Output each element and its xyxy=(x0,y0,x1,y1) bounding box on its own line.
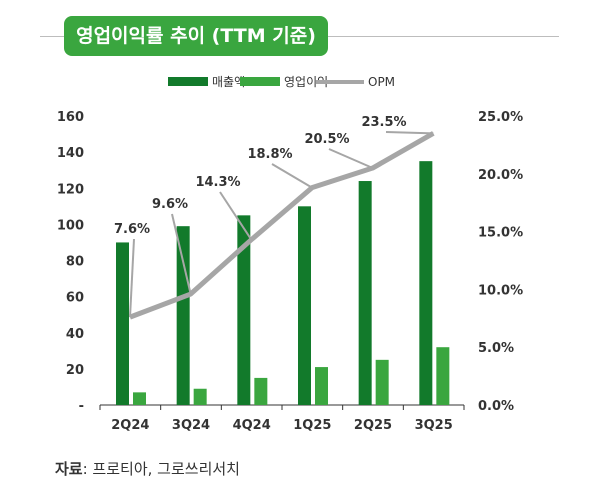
opm-data-label: 18.8% xyxy=(247,147,292,162)
y-left-tick-label: 20 xyxy=(66,363,84,378)
opm-data-label: 23.5% xyxy=(361,115,406,130)
legend-label: 영업이익 xyxy=(284,75,328,89)
opm-data-label: 9.6% xyxy=(152,197,188,212)
y-right-tick-label: 15.0% xyxy=(478,226,523,241)
opm-leader-line xyxy=(271,163,313,189)
y-left-tick-label: 160 xyxy=(57,110,84,125)
legend-swatch-revenue xyxy=(168,77,208,86)
y-right-tick-label: 25.0% xyxy=(478,110,523,125)
x-tick-label: 1Q25 xyxy=(293,418,331,433)
bar-op-income xyxy=(254,377,268,405)
y-left-tick-label: 40 xyxy=(66,327,84,342)
bar-revenue xyxy=(237,215,251,405)
legend: 매출액 영업이익 OPM xyxy=(168,75,395,89)
bar-revenue xyxy=(298,206,311,405)
opm-leader-line xyxy=(385,131,434,135)
bar-op-income xyxy=(436,347,450,405)
source-text: : 프로티아, 그로쓰리서치 xyxy=(82,460,240,478)
y-right-tick-label: 0.0% xyxy=(478,399,514,414)
opm-data-label: 7.6% xyxy=(114,222,150,237)
bar-op-income xyxy=(193,388,207,405)
y-left-tick-label: 120 xyxy=(57,182,84,197)
opm-data-label: 20.5% xyxy=(304,132,349,147)
bar-revenue xyxy=(419,161,433,405)
bars xyxy=(116,161,450,405)
x-tick-label: 3Q24 xyxy=(172,418,210,433)
y-left-tick-label: 100 xyxy=(57,218,84,233)
bar-revenue xyxy=(176,226,190,405)
opm-leader-line xyxy=(129,238,135,318)
source-note: 자료: 프로티아, 그로쓰리서치 xyxy=(55,458,240,479)
bar-op-income xyxy=(315,367,328,405)
bar-op-income xyxy=(133,392,146,405)
y-left-tick-label: 140 xyxy=(57,146,84,161)
x-tick-label: 3Q25 xyxy=(415,418,453,433)
chart-title: 영업이익률 추이 (TTM 기준) xyxy=(64,16,328,56)
bar-revenue xyxy=(358,181,372,405)
bar-op-income xyxy=(375,359,389,405)
opm-line xyxy=(129,131,435,320)
y-left-tick-label: 80 xyxy=(66,255,84,270)
opm-leader-line xyxy=(219,191,253,241)
opm-leader-line xyxy=(171,213,192,295)
y-right-tick-label: 10.0% xyxy=(478,283,523,298)
y-left-tick-label: 60 xyxy=(66,291,84,306)
x-tick-label: 2Q24 xyxy=(111,418,149,433)
legend-swatch-op-income xyxy=(240,77,280,86)
opm-leader-line xyxy=(328,148,374,169)
legend-label: OPM xyxy=(368,75,395,89)
x-tick-label: 2Q25 xyxy=(354,418,392,433)
source-label: 자료 xyxy=(55,460,83,478)
y-right-tick-label: 5.0% xyxy=(478,341,514,356)
opm-data-label: 14.3% xyxy=(195,175,240,190)
legend-label: 매출액 xyxy=(212,75,245,89)
y-right-tick-label: 20.0% xyxy=(478,168,523,183)
bar-revenue xyxy=(116,242,129,405)
x-tick-label: 4Q24 xyxy=(233,418,271,433)
axes: 2Q24 3Q24 4Q24 1Q25 2Q25 3Q25 - 20 40 60 80 100 120 1… xyxy=(57,110,523,433)
opm-line-group: 7.6%9.6% 14.3% 18.8% 20.5% 23.5% xyxy=(114,115,435,320)
y-left-tick-label: - xyxy=(79,399,84,414)
